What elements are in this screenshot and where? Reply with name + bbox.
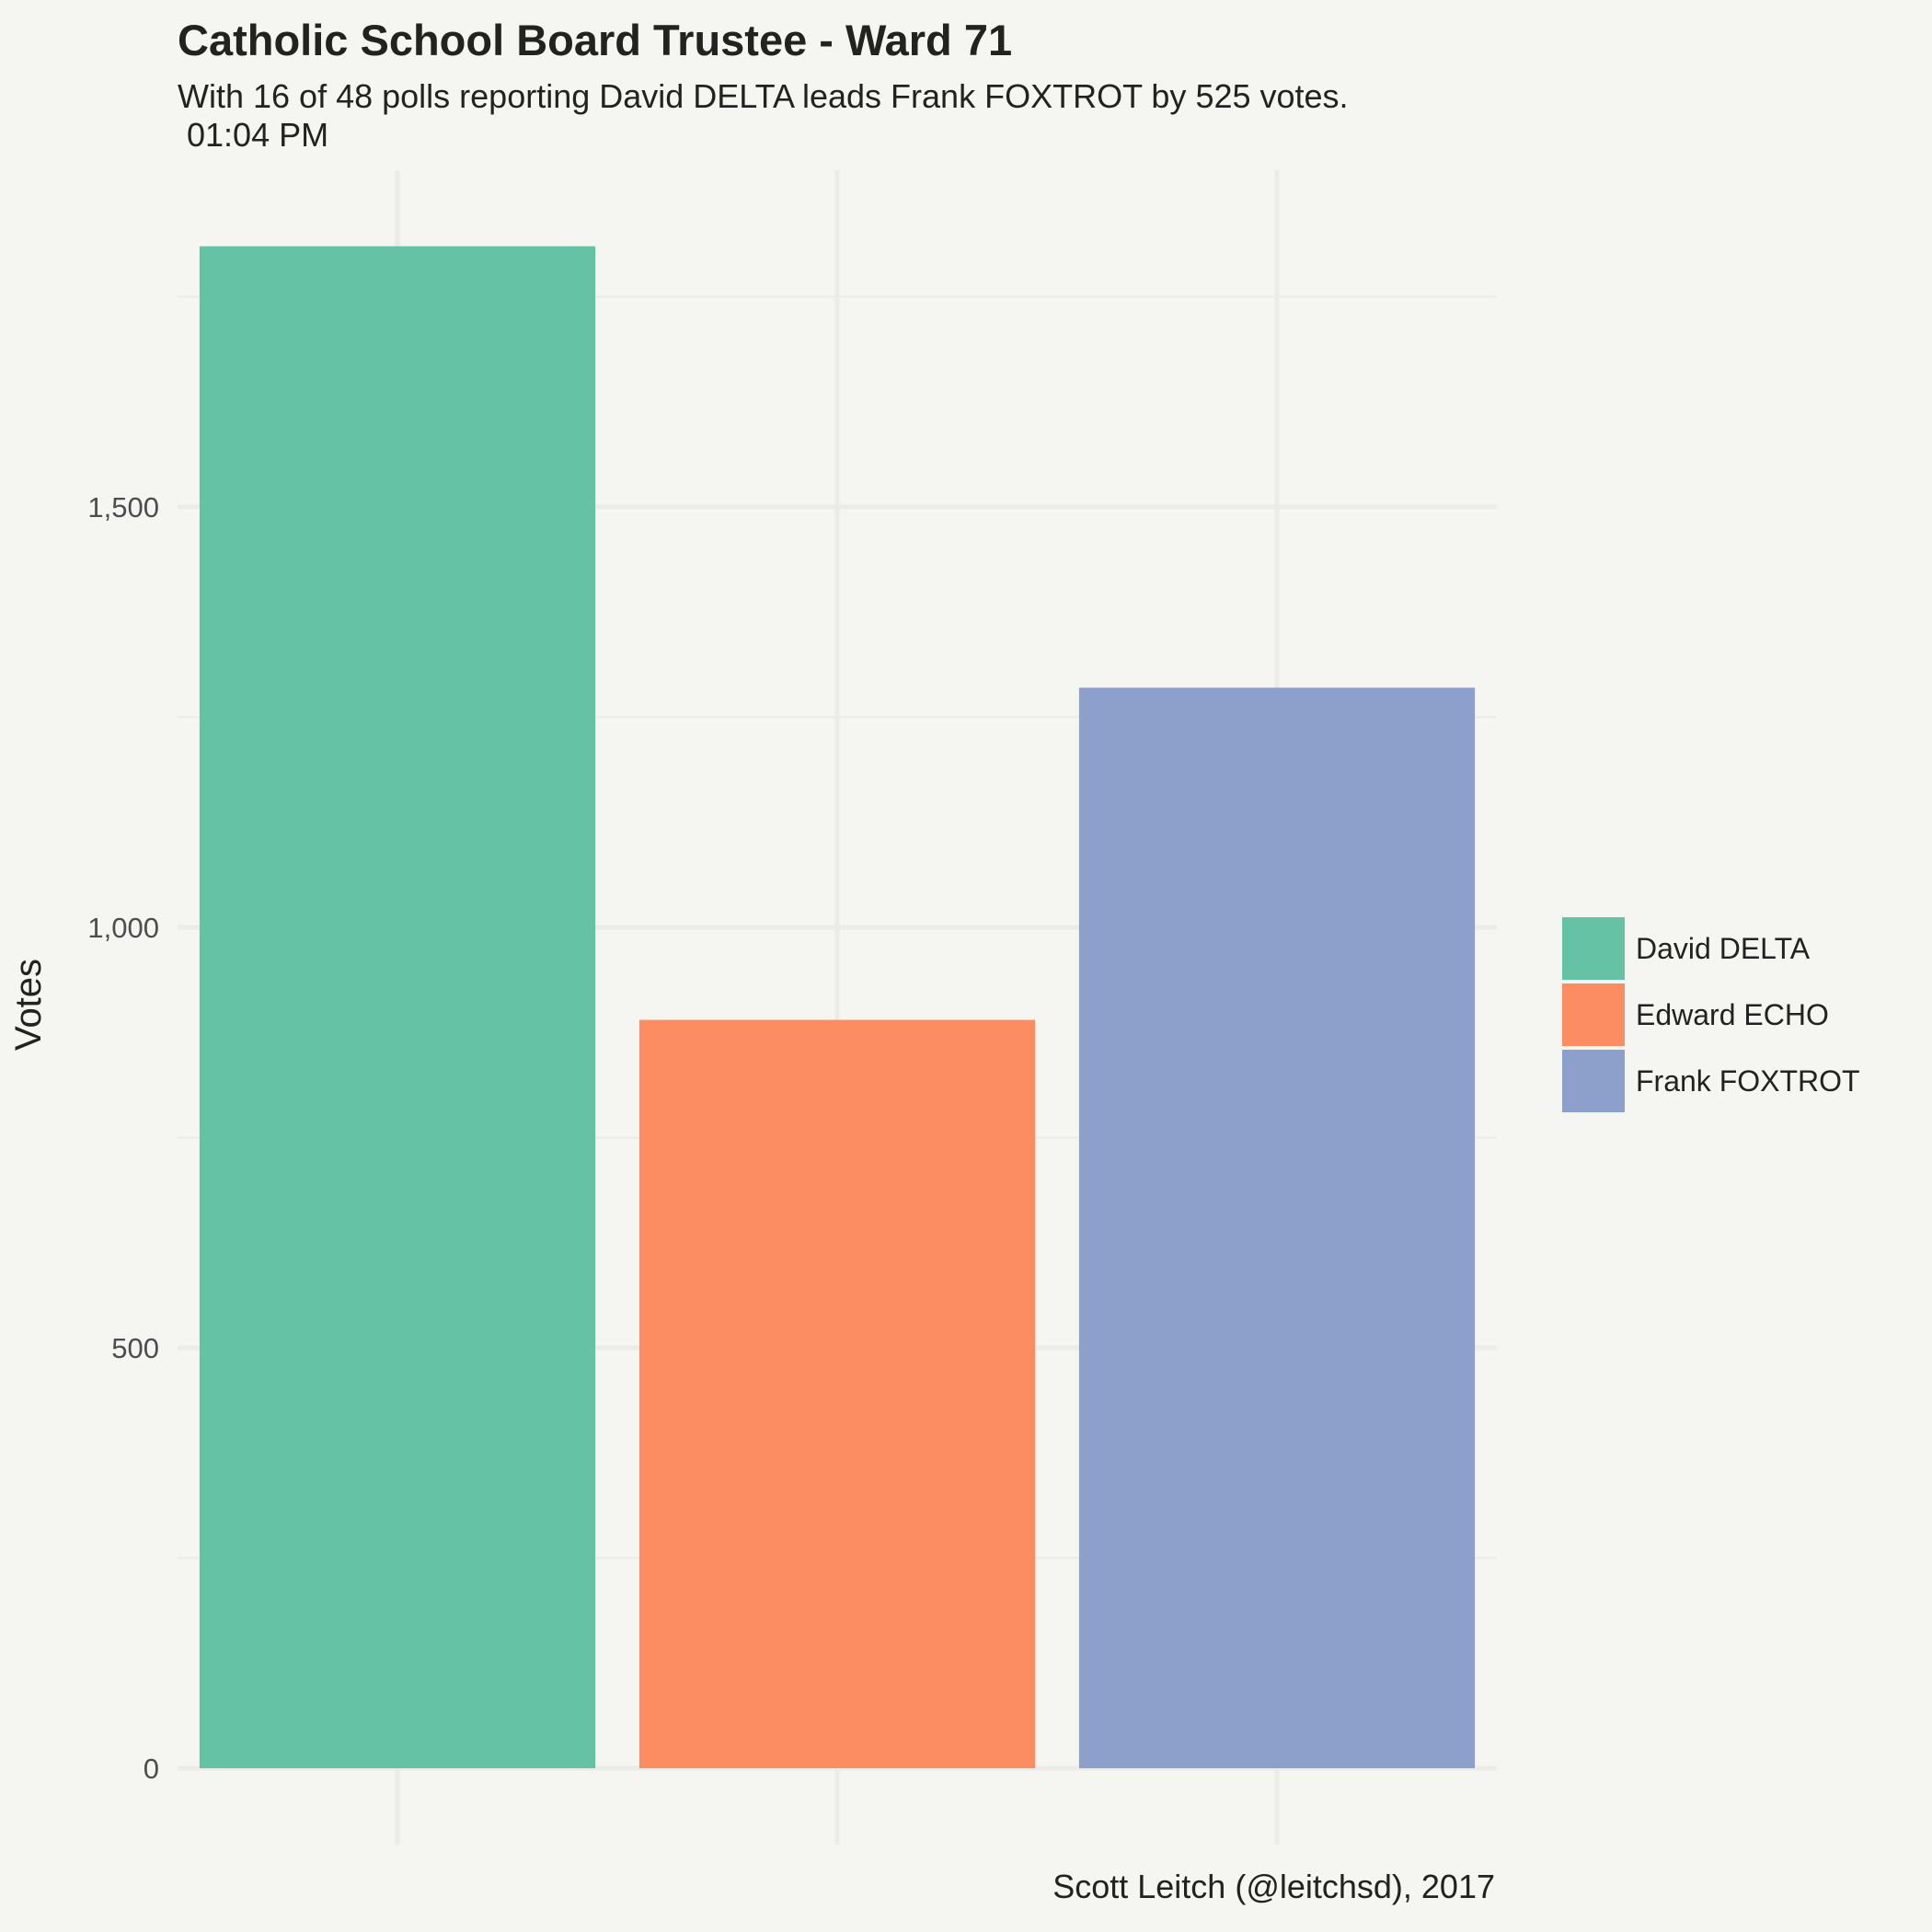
bar-david-delta xyxy=(199,246,596,1768)
legend-key xyxy=(1562,917,1625,980)
legend-item: David DELTA xyxy=(1562,915,1860,982)
legend-label: Frank FOXTROT xyxy=(1636,1064,1860,1098)
legend-key xyxy=(1562,1050,1625,1112)
y-tick-label: 500 xyxy=(111,1332,159,1364)
y-tick-label: 1,500 xyxy=(87,491,159,523)
legend: David DELTA Edward ECHO Frank FOXTROT xyxy=(1562,915,1860,1114)
legend-item: Frank FOXTROT xyxy=(1562,1048,1860,1114)
bar-edward-echo xyxy=(638,1019,1036,1768)
legend-item: Edward ECHO xyxy=(1562,982,1860,1048)
legend-label: Edward ECHO xyxy=(1636,997,1829,1031)
chart-title: Catholic School Board Trustee - Ward 71 xyxy=(178,16,1013,64)
y-tick-label: 1,000 xyxy=(87,912,159,944)
bars xyxy=(199,246,1476,1768)
y-tick-label: 0 xyxy=(144,1753,159,1785)
bar-frank-foxtrot xyxy=(1078,687,1476,1768)
y-axis-label: Votes xyxy=(8,959,49,1051)
legend-label: David DELTA xyxy=(1636,931,1811,965)
chart-subtitle: With 16 of 48 polls reporting David DELT… xyxy=(178,77,1349,154)
legend-key xyxy=(1562,983,1625,1046)
y-axis-ticks: 0 500 1,000 1,500 xyxy=(87,491,159,1785)
chart-caption: Scott Leitch (@leitchsd), 2017 xyxy=(1052,1868,1495,1905)
